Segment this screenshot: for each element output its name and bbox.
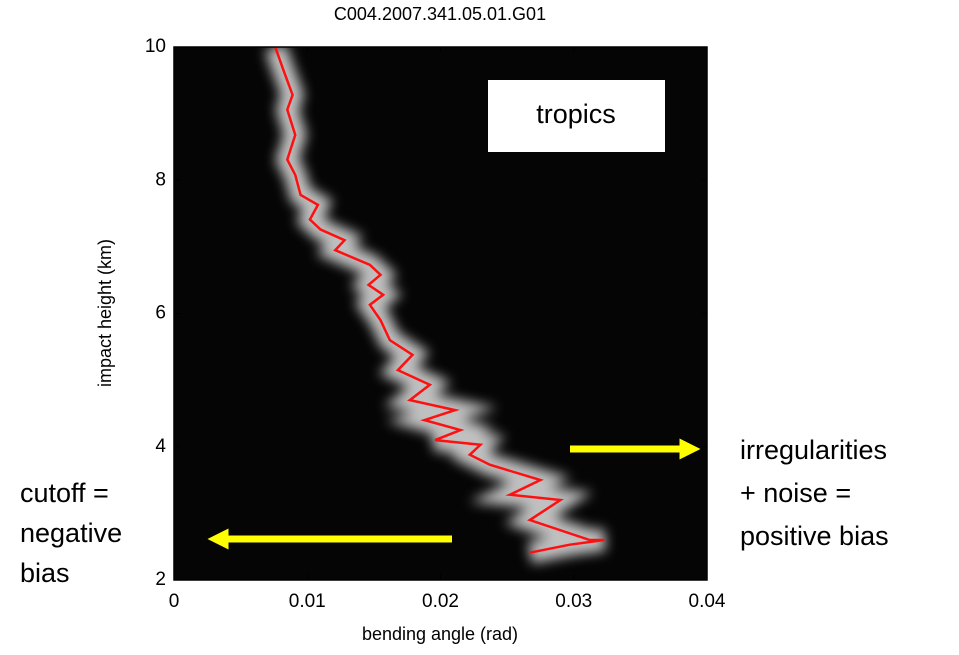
annotation: bias bbox=[20, 558, 70, 588]
x-tick-label: 0.03 bbox=[555, 591, 592, 612]
x-axis-label: bending angle (rad) bbox=[362, 624, 518, 644]
x-tick-label: 0.04 bbox=[689, 591, 726, 612]
y-tick-label: 6 bbox=[155, 303, 166, 324]
y-tick-label: 4 bbox=[155, 436, 166, 457]
y-tick-label: 10 bbox=[145, 36, 166, 57]
annotation-box bbox=[488, 80, 665, 152]
y-axis-label: impact height (km) bbox=[95, 239, 115, 387]
annotation: negative bbox=[20, 518, 122, 548]
x-tick-label: 0.02 bbox=[422, 591, 459, 612]
x-tick-label: 0 bbox=[169, 591, 180, 612]
y-tick-label: 8 bbox=[155, 169, 166, 190]
x-tick-label: 0.01 bbox=[289, 591, 326, 612]
annotation: positive bias bbox=[740, 521, 889, 551]
annotation: + noise = bbox=[740, 478, 851, 508]
annotation: cutoff = bbox=[20, 478, 109, 508]
annotation: tropics bbox=[536, 99, 616, 129]
annotation: irregularities bbox=[740, 435, 887, 465]
y-tick-label: 2 bbox=[155, 569, 166, 590]
line bbox=[274, 46, 605, 554]
chart-title: C004.2007.341.05.01.G01 bbox=[334, 4, 546, 24]
